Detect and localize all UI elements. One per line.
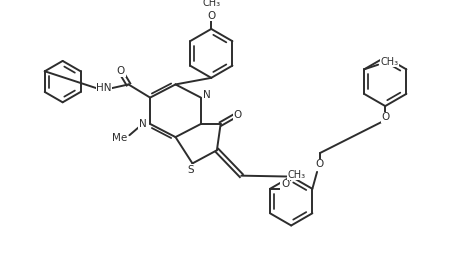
- Text: O: O: [207, 11, 215, 21]
- Text: O: O: [117, 66, 125, 76]
- Text: S: S: [187, 165, 194, 175]
- Text: CH₃: CH₃: [380, 57, 399, 67]
- Text: N: N: [203, 90, 210, 100]
- Text: HN: HN: [96, 83, 112, 93]
- Text: Me: Me: [112, 133, 128, 143]
- Text: CH₃: CH₃: [202, 0, 220, 8]
- Text: O: O: [281, 179, 289, 189]
- Text: CH₃: CH₃: [287, 170, 305, 180]
- Text: N: N: [139, 119, 146, 129]
- Text: O: O: [381, 112, 389, 122]
- Text: O: O: [316, 159, 324, 169]
- Text: O: O: [233, 109, 242, 120]
